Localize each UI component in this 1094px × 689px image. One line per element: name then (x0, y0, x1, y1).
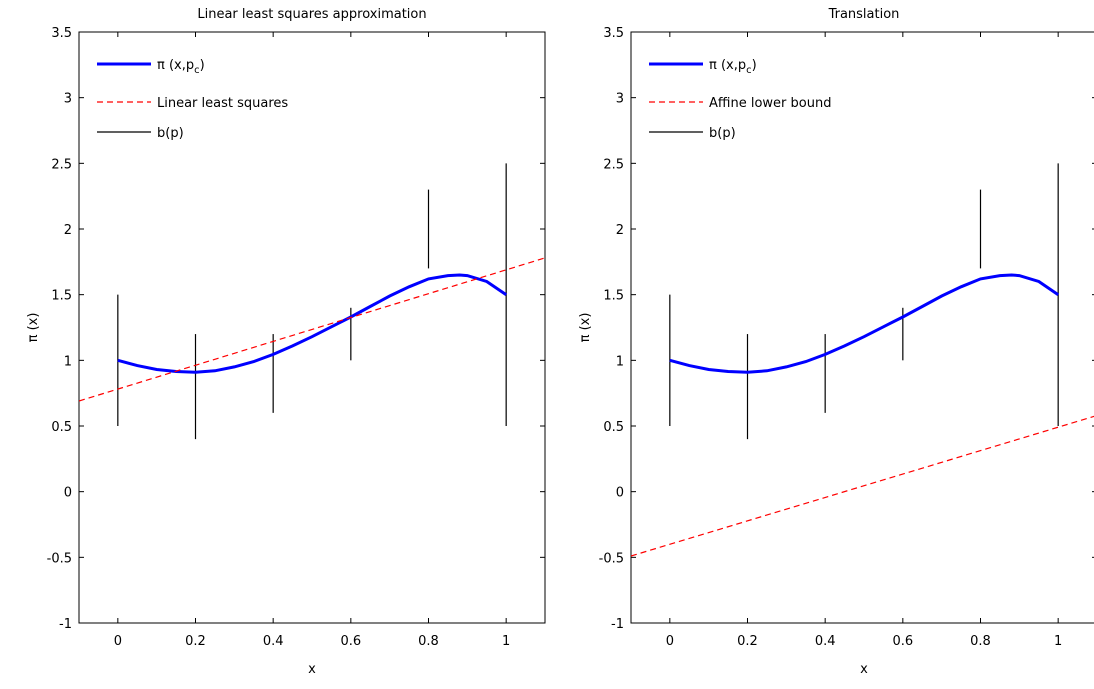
legend-label-errorbar: b(p) (709, 126, 736, 141)
x-tick-label: 0 (114, 634, 122, 649)
y-tick-label: -0.5 (47, 551, 72, 566)
y-tick-label: -0.5 (599, 551, 624, 566)
y-tick-label: 0 (616, 486, 624, 501)
legend-label-main: π (x,p (157, 58, 194, 73)
legend-label-subscript: c (746, 65, 752, 76)
y-tick-label: 2 (64, 223, 72, 238)
curve-series (669, 273, 1060, 374)
x-axis-label: x (860, 662, 868, 677)
y-tick-label: 2.5 (603, 157, 624, 172)
x-axis-label: x (308, 662, 316, 677)
axes-frame (78, 31, 546, 624)
plot-area (79, 163, 545, 440)
dashed-line-series (631, 415, 1094, 557)
x-tick-label: 0.8 (970, 634, 991, 649)
legend-label-subscript: c (194, 65, 200, 76)
legend-label-tail: ) (752, 58, 757, 73)
y-tick-label: 1.5 (603, 289, 624, 304)
y-tick-label: 0.5 (51, 420, 72, 435)
y-tick-label: 0 (64, 486, 72, 501)
axes-frame (630, 31, 1094, 624)
y-tick-label: 1.5 (51, 289, 72, 304)
y-tick-label: 0.5 (603, 420, 624, 435)
right-subplot: Translation 0 0.2 0.4 0.6 0.8 1 -1 -0.5 0 0.5 1 1.5 2… (578, 7, 1094, 677)
x-tick-label: 0.4 (815, 634, 836, 649)
left-subplot: Linear least squares approximation 0 0.2 0.… (26, 7, 546, 677)
y-tick-label: 3 (616, 92, 624, 107)
y-tick-label: 3.5 (51, 26, 72, 41)
chart-title: Translation (828, 7, 900, 22)
x-tick-label: 0 (666, 634, 674, 649)
y-tick-label: 3.5 (603, 26, 624, 41)
y-tick-label: 3 (64, 92, 72, 107)
legend-label-curve: π (x,pc) (709, 58, 757, 76)
y-tick-label: 1 (64, 354, 72, 369)
y-tick-label: -1 (611, 617, 624, 632)
legend-label-dashed: Affine lower bound (709, 96, 831, 111)
legend-label-tail: ) (200, 58, 205, 73)
plot-area (631, 163, 1094, 557)
dashed-line-series (79, 257, 545, 402)
legend-label-main: π (x,p (709, 58, 746, 73)
legend-label-errorbar: b(p) (157, 126, 184, 141)
x-tick-label: 0.2 (185, 634, 206, 649)
x-tick-label: 1 (502, 634, 510, 649)
x-tick-label: 1 (1054, 634, 1062, 649)
chart-title: Linear least squares approximation (197, 7, 426, 22)
x-tick-label: 0.4 (263, 634, 284, 649)
y-tick-label: 2 (616, 223, 624, 238)
x-tick-label: 0.2 (737, 634, 758, 649)
y-axis-label: π (x) (578, 313, 593, 343)
curve-series (117, 273, 508, 374)
x-tick-label: 0.6 (340, 634, 361, 649)
y-tick-label: -1 (59, 617, 72, 632)
x-tick-label: 0.6 (892, 634, 913, 649)
x-tick-label: 0.8 (418, 634, 439, 649)
legend-label-curve: π (x,pc) (157, 58, 205, 76)
y-tick-label: 1 (616, 354, 624, 369)
y-axis-label: π (x) (26, 313, 41, 343)
legend-label-dashed: Linear least squares (157, 96, 288, 111)
y-tick-label: 2.5 (51, 157, 72, 172)
